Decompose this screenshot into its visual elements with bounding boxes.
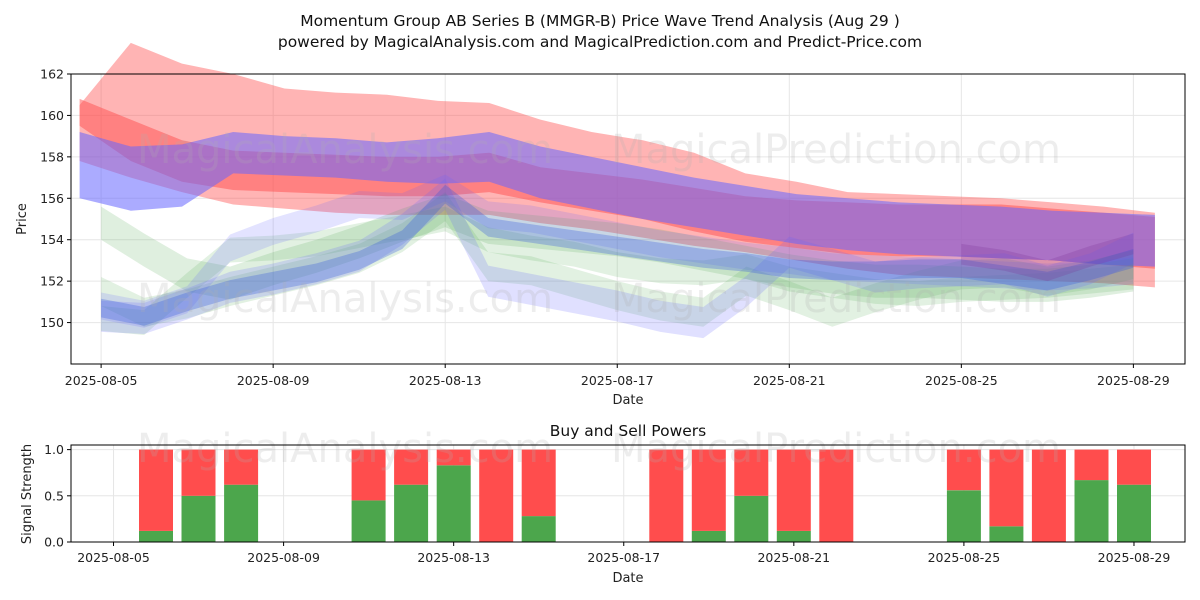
ribbon-green-2 (101, 192, 1134, 327)
signal-x-tick-label-3: 2025-08-17 (587, 550, 660, 565)
price-y-axis-label: Price (15, 203, 30, 235)
sell-bar-4 (394, 449, 429, 485)
price-x-tick-label-6: 2025-08-29 (1097, 373, 1170, 388)
buy-bar-3 (351, 500, 386, 542)
buy-bar-0 (139, 530, 173, 542)
price-y-tick-label-3: 156 (40, 191, 64, 206)
watermark-prediction-top: MagicalPrediction.com (611, 127, 1061, 173)
sell-bar-1 (181, 449, 216, 496)
watermark-analysis-bottom: MagicalAnalysis.com (137, 426, 553, 472)
sell-bar-9 (691, 449, 726, 531)
sell-bar-0 (139, 449, 173, 531)
ribbon-blue-2 (101, 174, 1134, 328)
ribbon-green-3 (101, 206, 1134, 335)
band-purple (79, 132, 1155, 267)
price-x-tick-label-3: 2025-08-17 (581, 373, 654, 388)
price-wave-ribbons (101, 174, 1134, 339)
watermark-analysis-mid: MagicalAnalysis.com (137, 276, 553, 322)
signal-y-tick-label-0: 0.0 (44, 535, 64, 550)
price-y-tick-label-4: 158 (40, 149, 64, 164)
buy-bar-13 (946, 490, 981, 542)
buy-bar-9 (691, 530, 726, 542)
signal-panel: Buy and Sell Powers MagicalAnalysis.com … (20, 422, 1186, 586)
watermark-analysis-top: MagicalAnalysis.com (137, 127, 553, 173)
ribbon-blue-main (101, 184, 1134, 326)
buy-bar-17 (1117, 484, 1151, 542)
buy-bar-2 (224, 484, 259, 542)
price-x-tick-label-1: 2025-08-09 (237, 373, 310, 388)
buy-bar-4 (394, 484, 429, 542)
signal-y-axis-label: Signal Strength (20, 444, 35, 544)
ribbon-blue-1 (101, 178, 1134, 339)
figure-title-line2: powered by MagicalAnalysis.com and Magic… (278, 33, 922, 51)
signal-x-tick-label-4: 2025-08-21 (757, 550, 830, 565)
ribbon-green-1 (101, 194, 1134, 302)
price-x-ticks: 2025-08-05 2025-08-09 2025-08-13 2025-08-17… (65, 364, 1170, 388)
buy-bar-5 (436, 465, 471, 542)
price-plot-frame (70, 73, 1186, 365)
price-x-tick-label-5: 2025-08-25 (925, 373, 998, 388)
price-y-tick-label-5: 160 (40, 108, 64, 123)
sell-bar-15 (1031, 449, 1066, 542)
sell-bar-16 (1074, 449, 1109, 481)
figure-title-line1: Momentum Group AB Series B (MMGR-B) Pric… (300, 12, 900, 30)
sell-bar-12 (819, 449, 854, 542)
sell-bar-8 (649, 449, 684, 542)
price-y-tick-label-1: 152 (40, 274, 64, 289)
price-x-tick-label-0: 2025-08-05 (65, 373, 138, 388)
price-x-tick-label-4: 2025-08-21 (753, 373, 826, 388)
signal-x-axis-label: Date (612, 571, 643, 586)
price-x-axis-label: Date (612, 393, 643, 408)
price-y-tick-label-0: 150 (40, 315, 64, 330)
price-x-tick-label-2: 2025-08-13 (409, 373, 482, 388)
signal-plot-frame (70, 444, 1186, 543)
buy-bar-1 (181, 495, 216, 542)
signal-bars (139, 449, 1151, 542)
signal-x-tick-label-1: 2025-08-09 (247, 550, 320, 565)
signal-y-ticks: 0.0 0.5 1.0 (44, 442, 71, 550)
signal-x-tick-label-0: 2025-08-05 (77, 550, 150, 565)
sell-bar-10 (734, 449, 769, 496)
signal-x-tick-label-5: 2025-08-25 (928, 550, 1001, 565)
signal-y-tick-label-2: 1.0 (44, 442, 64, 457)
sell-bar-14 (989, 449, 1024, 527)
sell-bar-17 (1117, 449, 1151, 485)
sell-bar-3 (351, 449, 386, 501)
signal-x-tick-label-6: 2025-08-29 (1098, 550, 1171, 565)
signal-y-tick-label-1: 0.5 (44, 488, 64, 503)
sell-bar-7 (521, 449, 556, 517)
price-wave-bands (79, 42, 1155, 288)
buy-bar-7 (521, 516, 556, 542)
price-y-ticks: 150 152 154 156 158 160 162 (40, 67, 71, 330)
watermark-prediction-bottom: MagicalPrediction.com (611, 426, 1061, 472)
price-y-tick-label-2: 154 (40, 232, 64, 247)
ribbon-purple-tail (961, 233, 1134, 282)
watermark-prediction-mid: MagicalPrediction.com (611, 276, 1061, 322)
sell-bar-5 (436, 449, 471, 466)
signal-panel-title: Buy and Sell Powers (550, 422, 707, 440)
signal-x-ticks: 2025-08-05 2025-08-09 2025-08-13 2025-08-17… (77, 542, 1170, 565)
sell-bar-13 (946, 449, 981, 491)
sell-bar-6 (479, 449, 514, 542)
buy-bar-16 (1074, 480, 1109, 542)
sell-bar-11 (776, 449, 811, 531)
buy-bar-11 (776, 530, 811, 542)
signal-x-tick-label-2: 2025-08-13 (417, 550, 490, 565)
price-panel: MagicalAnalysis.com MagicalPrediction.co… (15, 42, 1186, 408)
price-y-tick-label-6: 162 (40, 67, 64, 82)
sell-bar-2 (224, 449, 259, 485)
buy-bar-14 (989, 526, 1024, 542)
buy-bar-10 (734, 495, 769, 542)
